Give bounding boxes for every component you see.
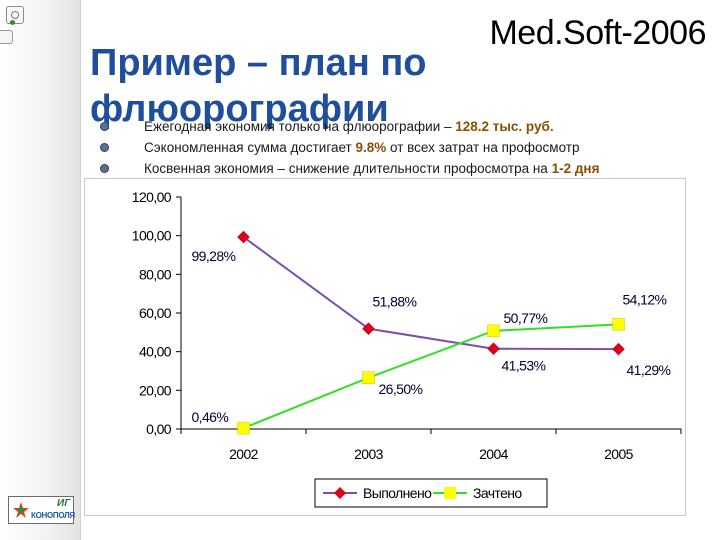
series-1-point: [362, 322, 375, 336]
bullet-highlight: 9.8%: [355, 140, 387, 155]
legend-marker: [444, 487, 456, 499]
y-tick-label: 60,00: [139, 305, 172, 321]
window-icon: [6, 6, 24, 24]
series-line-2: [243, 323, 619, 430]
series-2-point: [362, 371, 375, 385]
y-tick-label: 40,00: [139, 344, 172, 360]
logo-text-top: ИГ: [57, 498, 71, 509]
data-label: 41,53%: [502, 358, 546, 374]
y-tick-label: 100,00: [132, 228, 172, 244]
y-tick-label: 20,00: [139, 382, 172, 398]
bullet-icon: [100, 164, 109, 173]
logo-mark-icon: [13, 502, 29, 518]
y-tick-label: 120,00: [132, 189, 172, 205]
series-1-point: [487, 342, 500, 356]
data-label: 26,50%: [379, 381, 423, 397]
data-label: 50,77%: [504, 310, 548, 326]
bullet-text: Косвенная экономия – снижение длительнос…: [144, 158, 599, 179]
bullet-list: Ежегодная экономия только на флюорографи…: [100, 116, 710, 179]
bullet-highlight: 128.2 тыс. руб.: [455, 119, 554, 134]
x-tick-label: 2003: [354, 446, 384, 462]
bullet-text: Сэкономленная сумма достигает 9.8% от вс…: [144, 137, 579, 158]
legend-label: Зачтено: [473, 485, 522, 501]
bullet-item: Ежегодная экономия только на флюорографи…: [100, 116, 710, 137]
chart-frame: 0,00 20,00 40,00 60,00 80,00 100,00 120,00 2002…: [84, 178, 686, 516]
series-line-1: [242, 236, 619, 351]
x-tick-label: 2005: [604, 446, 634, 462]
dot-icon: [10, 20, 15, 25]
brand-label: Med.Soft-2006: [489, 14, 706, 52]
series-2-point: [487, 324, 500, 338]
bullet-text: Ежегодная экономия только на флюорографи…: [144, 116, 554, 137]
logo-text-bottom: КОНОПОЛЯ: [31, 511, 75, 520]
tab-icon: [0, 30, 13, 44]
company-logo: ИГ КОНОПОЛЯ: [8, 496, 75, 524]
x-tick-label: 2002: [229, 446, 259, 462]
data-label: 99,28%: [192, 248, 236, 264]
series-2-point: [612, 318, 625, 331]
left-sidebar: ИГ КОНОПОЛЯ: [0, 0, 81, 540]
data-label: 41,29%: [627, 362, 671, 378]
line-chart: 0,00 20,00 40,00 60,00 80,00 100,00 120,00 2002…: [132, 189, 682, 508]
bullet-text-part: Косвенная экономия – снижение длительнос…: [144, 161, 552, 176]
y-tick-label: 80,00: [139, 266, 172, 282]
data-label: 51,88%: [373, 294, 417, 310]
bullet-icon: [100, 143, 109, 152]
x-tick-label: 2004: [479, 446, 509, 462]
legend-label: Выполнено: [363, 485, 432, 501]
bullet-text-part: Ежегодная экономия только на флюорографи…: [144, 119, 456, 134]
bullet-highlight: 1-2 дня: [551, 161, 600, 176]
data-label: 0,46%: [192, 409, 229, 425]
bullet-text-part: от всех затрат на профосмотр: [386, 140, 580, 155]
data-label: 54,12%: [623, 291, 667, 307]
y-tick-label: 0,00: [146, 421, 172, 437]
bullet-item: Сэкономленная сумма достигает 9.8% от вс…: [100, 137, 710, 158]
series-1-point: [612, 342, 625, 356]
bullet-text-part: Сэкономленная сумма достигает: [144, 140, 356, 155]
bullet-item: Косвенная экономия – снижение длительнос…: [100, 158, 710, 179]
series-2-point: [237, 421, 250, 435]
series-1-point: [237, 230, 250, 244]
page-title: Пример – план по флюорографии: [90, 42, 427, 130]
legend-marker: [334, 487, 346, 499]
bullet-icon: [100, 122, 109, 131]
